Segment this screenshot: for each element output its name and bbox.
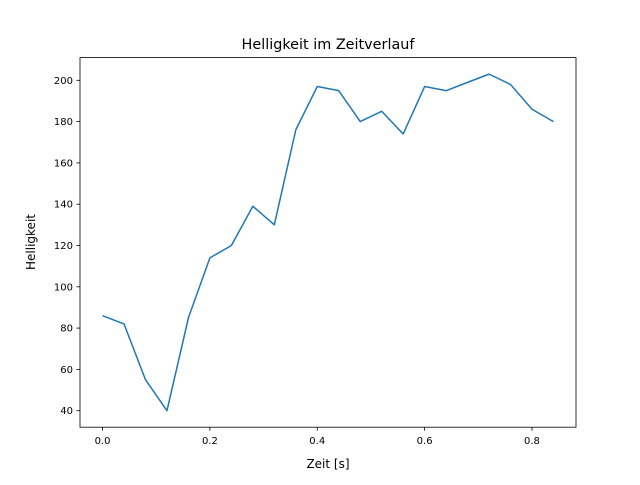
x-tick-label: 0.8 — [524, 436, 540, 447]
x-tick-label: 0.0 — [95, 436, 111, 447]
x-axis-label: Zeit [s] — [306, 457, 349, 471]
y-axis-label: Helligkeit — [24, 214, 38, 270]
x-tick-label: 0.6 — [417, 436, 433, 447]
y-tick-label: 200 — [54, 76, 73, 87]
y-tick-label: 80 — [60, 324, 73, 335]
y-tick-label: 60 — [60, 365, 73, 376]
y-tick-label: 40 — [60, 406, 73, 417]
x-tick-label: 0.4 — [309, 436, 325, 447]
y-tick-label: 180 — [54, 117, 73, 128]
y-tick-label: 160 — [54, 158, 73, 169]
y-tick-label: 100 — [54, 282, 73, 293]
x-tick-label: 0.2 — [202, 436, 218, 447]
chart-title: Helligkeit im Zeitverlauf — [242, 37, 416, 53]
y-tick-label: 120 — [54, 241, 73, 252]
y-tick-label: 140 — [54, 200, 73, 211]
